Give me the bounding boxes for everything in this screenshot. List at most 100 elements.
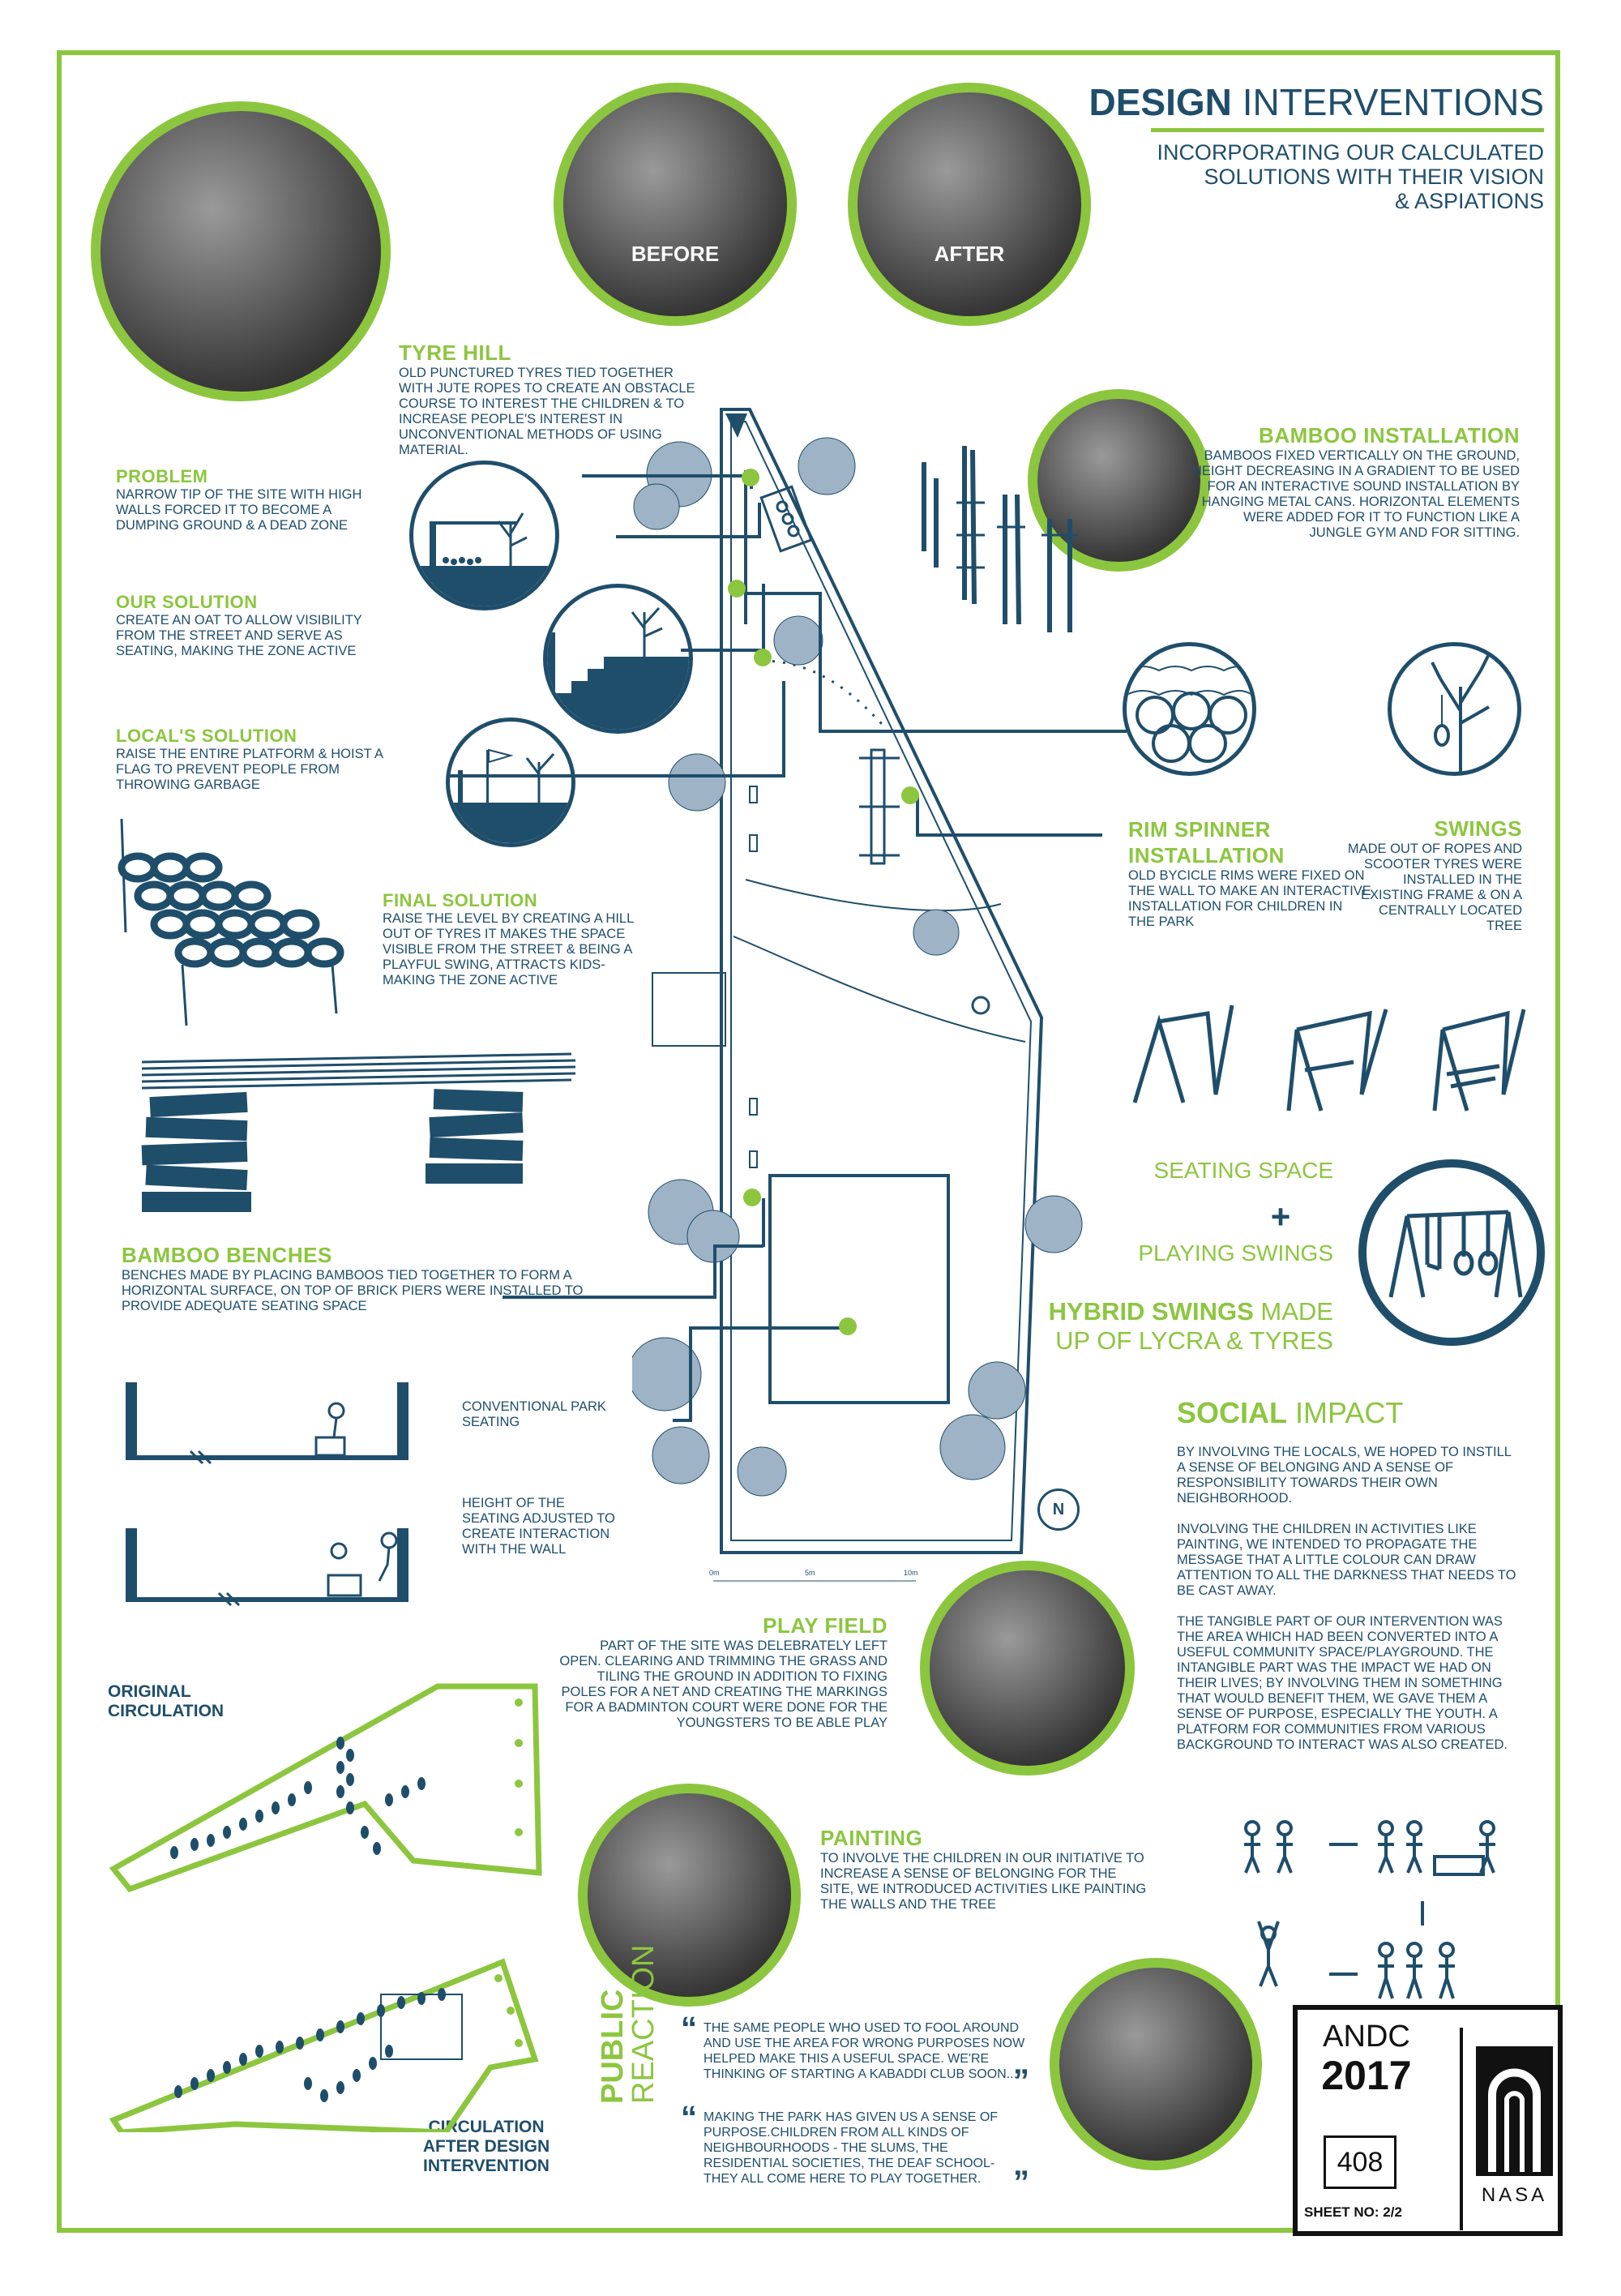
connector <box>762 1198 765 1247</box>
tyre-net-sketch <box>118 819 344 1026</box>
connector <box>450 774 782 777</box>
label-line: CIRCULATION <box>108 1702 225 1720</box>
label-line: CIRCULATION <box>428 2118 545 2136</box>
hybrid-swing-diagram <box>1358 1159 1545 1346</box>
path-dots <box>761 659 885 727</box>
title-block-year: 2017 <box>1321 2053 1412 2098</box>
bamboo-installation-text: BAMBOOS FIXED VERTICALLY ON THE GROUND, … <box>1191 448 1520 540</box>
bamboo-benches-heading: BAMBOO BENCHES <box>122 1243 332 1267</box>
connector <box>673 1419 692 1422</box>
locals-solution-block: LOCAL'S SOLUTION RAISE THE ENTIRE PLATFO… <box>116 726 391 793</box>
after-circulation-label: CIRCULATION AFTER DESIGN INTERVENTION <box>405 2118 567 2176</box>
connector <box>713 1244 763 1248</box>
marker-dot <box>901 786 919 804</box>
page-subtitle: INCORPORATING OUR CALCULATED SOLUTIONS W… <box>1054 140 1544 213</box>
locals-solution-heading: LOCAL'S SOLUTION <box>116 726 297 746</box>
plan-dots <box>494 1698 523 2047</box>
problem-block: PROBLEM NARROW TIP OF THE SITE WITH HIGH… <box>116 466 383 533</box>
public-word: PUBLIC <box>596 1989 630 2104</box>
title-block-divider <box>1460 2028 1463 2230</box>
flag-diagram <box>446 718 575 847</box>
swing-frame <box>859 748 900 865</box>
tyre-hill-symbol <box>725 413 747 438</box>
bamboo-benches-block: BAMBOO BENCHES BENCHES MADE BY PLACING B… <box>122 1243 608 1314</box>
hybrid-rest-2: UP OF LYCRA & TYRES <box>1055 1326 1333 1355</box>
oat-diagram <box>543 584 693 734</box>
social-impact-block: SOCIAL IMPACT BY INVOLVING THE LOCALS, W… <box>1177 1396 1517 1753</box>
our-solution-block: OUR SOLUTION CREATE AN OAT TO ALLOW VISI… <box>116 592 383 659</box>
rim-symbols <box>759 485 813 553</box>
rim-spinner-text: OLD BYCICLE RIMS WERE FIXED ON THE WALL … <box>1128 868 1371 929</box>
swing-frames-sketch <box>1132 1004 1526 1112</box>
original-plan-outline <box>109 1683 542 1893</box>
adjusted-note: HEIGHT OF THE SEATING ADJUSTED TO CREATE… <box>462 1496 615 1557</box>
connector <box>819 730 1127 733</box>
connector <box>916 833 1102 837</box>
quote-2: MAKING THE PARK HAS GIVEN US A SENSE OF … <box>704 2110 999 2186</box>
final-solution-text: RAISE THE LEVEL BY CREATING A HILL OUT O… <box>383 911 634 987</box>
connector <box>747 592 820 595</box>
tyre-hill-text: OLD PUNCTURED TYRES TIED TOGETHER WITH J… <box>399 366 695 457</box>
public-reaction-photo <box>1050 1958 1262 2170</box>
scale-0: 0m <box>709 1569 720 1577</box>
connector <box>616 535 758 538</box>
north-arrow: N <box>1037 1489 1080 1531</box>
tree-symbol <box>971 996 990 1015</box>
tyre-hill-heading: TYRE HILL <box>399 341 511 365</box>
label-line: ORIGINAL <box>108 1682 191 1701</box>
playing-swings-label: PLAYING SWINGS <box>1138 1240 1333 1266</box>
connector <box>582 474 752 478</box>
tyre-hill-photo <box>91 101 391 401</box>
play-field-heading: PLAY FIELD <box>763 1613 887 1638</box>
social-impact-p2: INVOLVING THE CHILDREN IN ACTIVITIES LIK… <box>1177 1522 1516 1598</box>
swings-heading: SWINGS <box>1434 816 1522 841</box>
header: DESIGN INTERVENTIONS INCORPORATING OUR C… <box>1054 81 1544 213</box>
nasa-logo <box>1476 2046 1553 2176</box>
plus-icon: + <box>1270 1197 1291 1236</box>
scale-5: 5m <box>805 1569 815 1577</box>
final-solution-block: FINAL SOLUTION RAISE THE LEVEL BY CREATI… <box>383 890 650 988</box>
sheet-border <box>57 50 1560 2233</box>
connector <box>503 1296 716 1299</box>
quote-open-icon: “ <box>681 2011 697 2046</box>
painting-heading: PAINTING <box>820 1826 923 1850</box>
rim-diagram <box>1123 642 1256 776</box>
connector <box>689 1326 692 1420</box>
subtitle-line: INCORPORATING OUR CALCULATED <box>1157 140 1544 165</box>
bamboo-bench-sketch <box>141 1052 576 1212</box>
before-photo: BEFORE <box>554 83 797 326</box>
connector <box>916 795 919 835</box>
play-field-photo <box>920 1561 1135 1776</box>
label-line: AFTER DESIGN <box>422 2137 550 2156</box>
social-impact-pictogram <box>1244 1820 1495 1999</box>
brick-piers <box>141 1089 524 1212</box>
after-play-field <box>380 1994 463 2060</box>
marker-dot <box>754 649 772 666</box>
social-impact-heading: SOCIAL IMPACT <box>1177 1396 1517 1430</box>
connector <box>713 1244 716 1297</box>
title-block: ANDC 2017 408 SHEET NO: 2/2 NASA <box>1293 2005 1563 2236</box>
tyre-net <box>118 852 344 968</box>
quote-1: THE SAME PEOPLE WHO USED TO FOOL AROUND … <box>704 2021 1025 2081</box>
title-light: INTERVENTIONS <box>1242 81 1544 123</box>
public-reaction-label: PUBLIC REACTION <box>596 1942 661 2104</box>
title-block-sheet: SHEET NO: 2/2 <box>1304 2204 1402 2220</box>
our-solution-heading: OUR SOLUTION <box>116 592 258 612</box>
after-plan-outline <box>109 1958 539 2132</box>
social-light: IMPACT <box>1295 1396 1404 1429</box>
page-title: DESIGN INTERVENTIONS <box>1054 81 1544 123</box>
scale-10: 10m <box>904 1569 918 1577</box>
circulation-plans <box>109 1683 542 2132</box>
adjusted-seating-section <box>126 1528 408 1607</box>
painting-text: TO INVOLVE THE CHILDREN IN OUR INITIATIV… <box>820 1851 1147 1912</box>
social-impact-p1: BY INVOLVING THE LOCALS, WE HOPED TO INS… <box>1177 1445 1512 1506</box>
site-plan: 0m 5m 10m <box>632 408 1083 1582</box>
original-circulation-label: ORIGINAL CIRCULATION <box>108 1682 224 1721</box>
bamboo-installation-block: BAMBOO INSTALLATION BAMBOOS FIXED VERTIC… <box>1191 423 1520 541</box>
title-block-org: ANDC <box>1323 2020 1410 2054</box>
tyre-hill-block: TYRE HILL OLD PUNCTURED TYRES TIED TOGET… <box>399 341 707 458</box>
rim-spinner-heading: RIM SPINNER INSTALLATION <box>1128 817 1285 867</box>
bamboo-installation-sketch <box>922 446 1078 632</box>
play-field-text: PART OF THE SITE WAS DELEBRATELY LEFT OP… <box>559 1638 887 1730</box>
rim-spinner-block: RIM SPINNER INSTALLATION OLD BYCICLE RIM… <box>1128 816 1371 930</box>
